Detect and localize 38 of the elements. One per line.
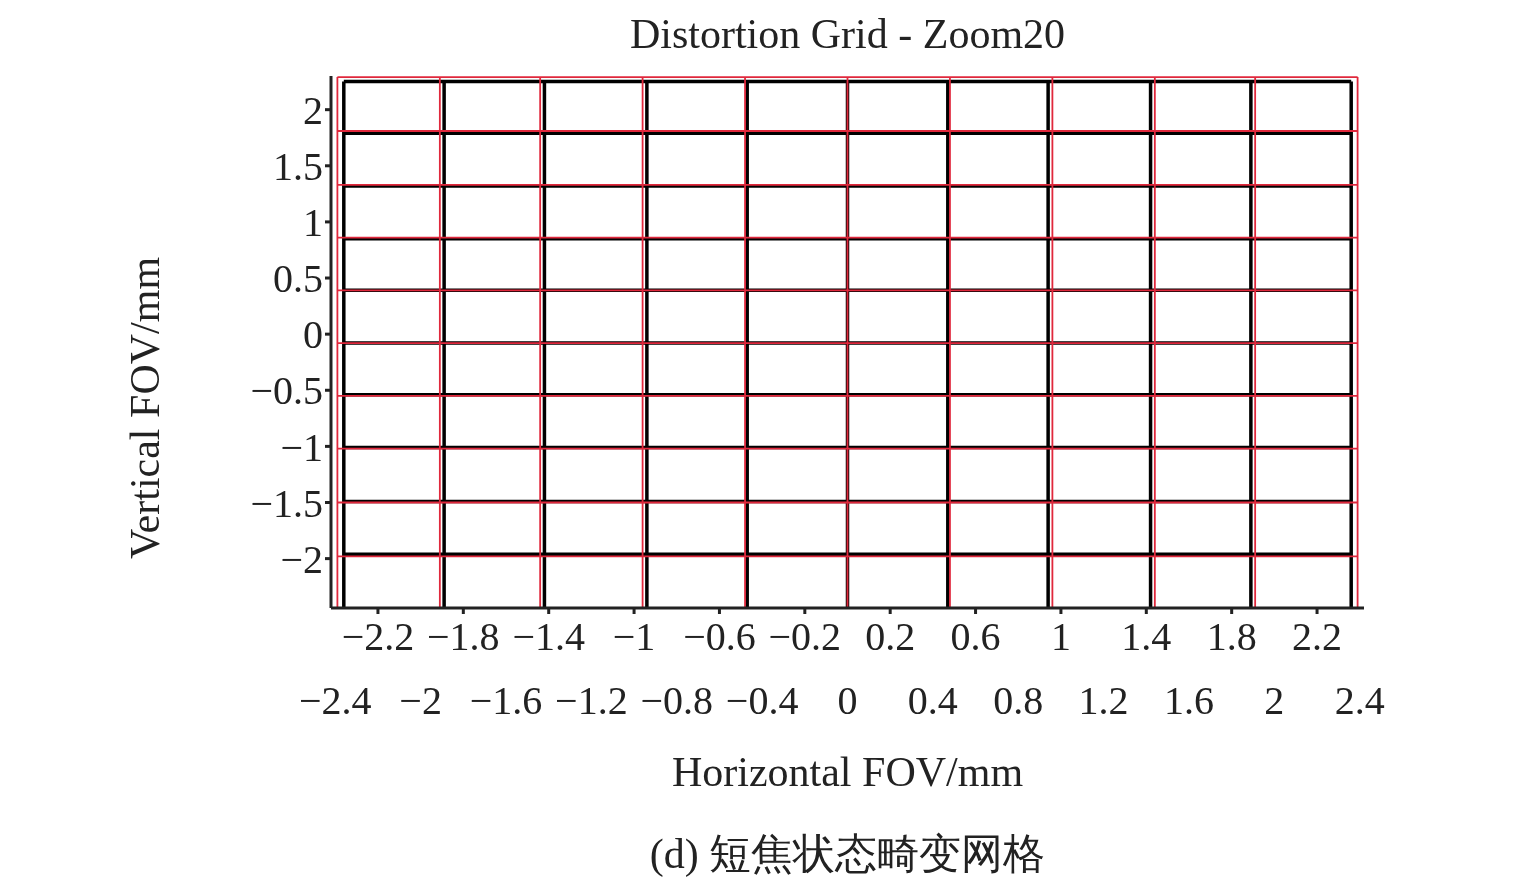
x-axis-title: Horizontal FOV/mm <box>670 748 1025 796</box>
x-tick-label: −0.4 <box>725 678 799 723</box>
x-tick-label: −2 <box>399 678 442 723</box>
x-tick-label: 0 <box>837 678 858 723</box>
x-tick-label: 1.6 <box>1163 678 1214 723</box>
x-tick-label: 0.8 <box>993 678 1044 723</box>
x-tick-label: 1.2 <box>1078 678 1129 723</box>
y-tick-label: 1.5 <box>273 143 323 189</box>
x2-tick-label: 2.2 <box>1292 614 1343 659</box>
x2-tick-label: −1.8 <box>427 614 500 659</box>
x-tick-label: −2.4 <box>298 678 372 723</box>
x-tick-label: 2 <box>1264 678 1285 723</box>
x2-tick-label: 1 <box>1050 614 1071 659</box>
x2-tick-label: 0.2 <box>865 614 916 659</box>
x-tick-label: −1.6 <box>469 678 543 723</box>
y-tick-label: −2 <box>280 536 323 582</box>
y-tick-label: 1 <box>303 200 323 246</box>
x-tick-label: 2.4 <box>1334 678 1385 723</box>
x2-tick-label: 1.4 <box>1121 614 1172 659</box>
y-axis-title: Vertical FOV/mm <box>121 256 169 560</box>
y-tick-label: −0.5 <box>250 368 323 414</box>
x2-tick-label: −1.4 <box>512 614 585 659</box>
y-tick-label: 0.5 <box>273 256 323 302</box>
x2-tick-label: −1 <box>612 614 656 659</box>
text: (d) 短焦状态畸变网格 <box>648 830 1047 879</box>
chart-title: Distortion Grid - Zoom20 <box>628 10 1067 58</box>
y-tick-label: −1.5 <box>250 480 323 526</box>
x2-tick-label: 1.8 <box>1206 614 1257 659</box>
x2-tick-label: −2.2 <box>341 614 415 659</box>
y-tick-label: 0 <box>303 312 323 358</box>
x2-tick-label: 0.6 <box>950 614 1001 659</box>
x-tick-label: −1.2 <box>555 678 628 723</box>
x2-tick-label: −0.6 <box>683 614 756 659</box>
y-tick-label: −1 <box>280 424 323 470</box>
y-tick-label: 2 <box>303 87 323 133</box>
x-tick-label: −0.8 <box>640 678 714 723</box>
x2-tick-label: −0.2 <box>768 614 842 659</box>
x-tick-label: 0.4 <box>907 678 958 723</box>
